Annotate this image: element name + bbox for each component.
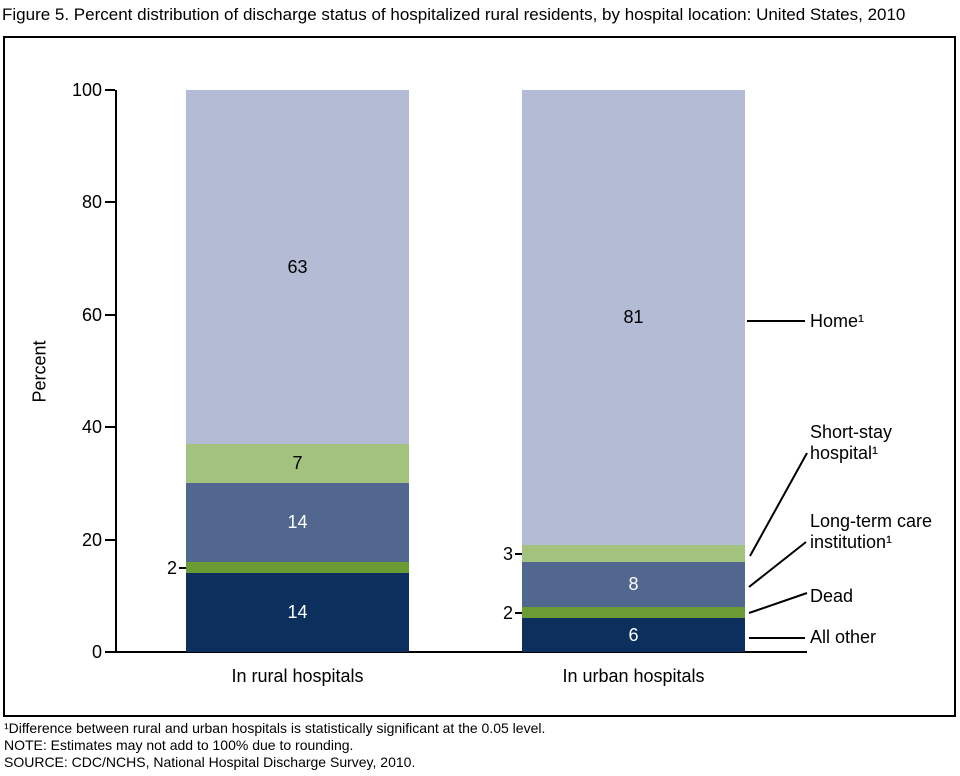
legend-label-dead: Dead (810, 586, 960, 607)
bar-segment-dead (186, 562, 409, 574)
legend-label-home-text: Home¹ (810, 311, 865, 331)
legend-label-short-stay: Short-stay hospital¹ (810, 422, 960, 464)
segment-callout-dash (179, 566, 186, 569)
figure-title: Figure 5. Percent distribution of discha… (2, 5, 906, 24)
y-tick-mark (105, 201, 115, 204)
x-category-label: In rural hospitals (231, 666, 364, 686)
legend-label-home: Home¹ (810, 311, 960, 332)
segment-callout-dash (515, 611, 522, 614)
bar-segment-all-other: 6 (522, 618, 745, 652)
bar-segment-long-term-care-institution: 14 (186, 483, 409, 563)
legend-label-long-term: Long-term care institution¹ (810, 511, 960, 553)
segment-value-callout: 3 (502, 543, 513, 564)
legend-label-long-term-line2: institution¹ (810, 532, 893, 552)
y-tick-label: 80 (81, 192, 102, 213)
footnote-significance: ¹Difference between rural and urban hosp… (4, 720, 546, 736)
y-tick-mark (105, 651, 115, 653)
legend-label-all-other-text: All other (810, 627, 877, 647)
legend-label-long-term-line1: Long-term care (810, 511, 933, 531)
bar-segment-dead (522, 607, 745, 619)
footnote-note: NOTE: Estimates may not add to 100% due … (4, 737, 354, 753)
bar-segment-all-other: 14 (186, 573, 409, 652)
bar-segment-home: 81 (522, 90, 745, 546)
y-tick-mark (105, 538, 115, 541)
y-tick-label: 60 (81, 304, 102, 325)
y-tick-label: 40 (81, 417, 102, 438)
y-tick-mark (105, 89, 115, 91)
y-tick-label: 100 (71, 80, 102, 100)
y-tick-mark (105, 313, 115, 316)
segment-value-callout: 2 (502, 602, 513, 623)
y-axis-line (115, 90, 117, 653)
segment-value-callout: 2 (166, 557, 177, 578)
bar-segment-long-term-care-institution: 8 (522, 562, 745, 608)
legend-label-dead-text: Dead (810, 586, 854, 606)
x-category-label: In urban hospitals (562, 666, 705, 686)
footnote-source: SOURCE: CDC/NCHS, National Hospital Disc… (4, 754, 416, 770)
y-tick-mark (105, 426, 115, 429)
legend-label-all-other: All other (810, 627, 960, 648)
bar-segment-short-stay-hospital (522, 545, 745, 563)
legend-label-short-stay-line1: Short-stay (810, 422, 893, 442)
x-axis-line (115, 651, 807, 653)
y-tick-label: 0 (91, 642, 102, 662)
y-tick-label: 20 (81, 529, 102, 550)
bar-segment-short-stay-hospital: 7 (186, 444, 409, 484)
bar-segment-home: 63 (186, 90, 409, 445)
legend-label-short-stay-line2: hospital¹ (810, 443, 879, 463)
segment-callout-dash (515, 552, 522, 555)
footnotes: ¹Difference between rural and urban hosp… (4, 720, 956, 771)
